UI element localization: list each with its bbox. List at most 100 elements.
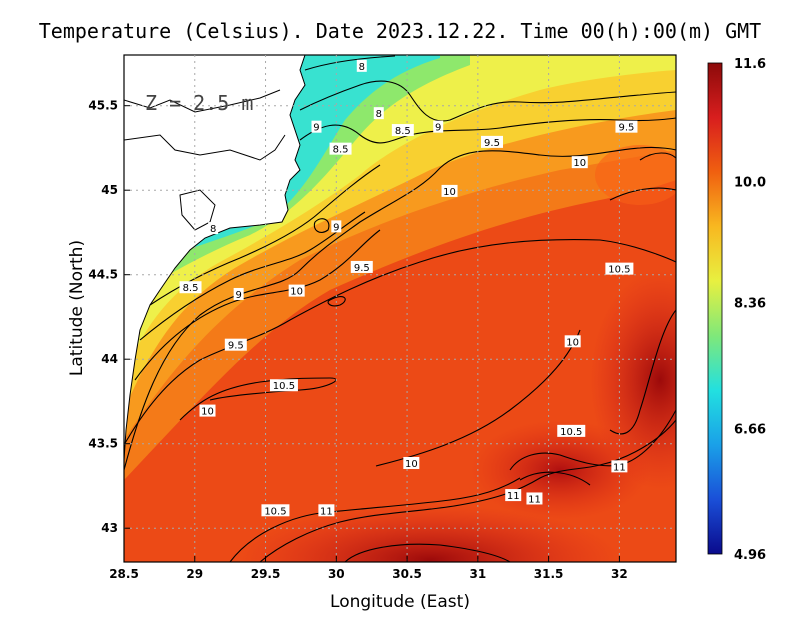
y-axis-ticks: 43 43.5 44 44.5 45 45.5 — [88, 99, 130, 535]
contour-label-text: 11 — [320, 506, 333, 517]
contour-label-text: 11 — [528, 494, 541, 505]
contour-label-bg — [481, 135, 503, 148]
plot-frame — [123, 54, 677, 563]
x-tick-label: 29 — [186, 567, 203, 581]
contour-label: 10.5 — [269, 379, 298, 392]
contour-label-bg — [179, 281, 202, 294]
contour-label-text: 9.5 — [354, 263, 370, 274]
colorbar-ticks: 11.6 10.0 8.36 6.66 4.96 — [734, 57, 766, 563]
contour-label-bg — [261, 504, 290, 517]
contour-label-bg — [605, 262, 634, 275]
x-axis-ticks: 28.5 29 29.5 30 30.5 31 31.5 32 — [109, 556, 628, 581]
contour-label: 8 — [356, 59, 367, 73]
land-mass — [124, 55, 306, 461]
contour-label-bg — [269, 379, 298, 392]
contour-label: 10 — [403, 456, 420, 470]
contour-label-text: 10.5 — [560, 427, 582, 438]
contour-label-bg — [329, 142, 352, 155]
contour-lines — [124, 55, 676, 562]
inland-lake-outline — [179, 189, 216, 231]
contour-label: 10 — [441, 184, 458, 198]
gridlines — [124, 55, 676, 562]
contour-label-text: 9 — [235, 290, 241, 301]
contour-label-text: 8.5 — [333, 145, 349, 156]
contour-label: 9 — [233, 287, 244, 301]
contour-label-bg — [373, 107, 384, 120]
contour-label: 10.5 — [605, 262, 634, 276]
contour-label-bg — [208, 222, 219, 235]
x-tick-label: 32 — [611, 567, 628, 581]
contour-label: 10 — [564, 335, 581, 348]
depth-label: Z = 2.5 m — [145, 91, 253, 115]
contour-label-text: 10 — [573, 158, 586, 169]
colorbar-tick-label: 6.66 — [734, 422, 766, 437]
contour-label-text: 9 — [435, 123, 441, 134]
x-tick-label: 28.5 — [109, 567, 139, 581]
contour-label-bg — [356, 59, 367, 72]
contour-label: 10 — [199, 404, 216, 418]
contour-label-text: 11 — [613, 462, 626, 473]
contour-labels: 8 8 8.5 9 9 8.5 9.5 9.5 10 10 8 9 9.5 10.5 8.5 9 10 9.5 10… — [179, 59, 638, 517]
colorbar-tick-label: 4.96 — [734, 548, 766, 563]
y-tick-label: 45 — [101, 183, 118, 197]
contour-label: 11 — [611, 460, 628, 473]
contour-label: 9 — [433, 120, 444, 134]
contour-label-text: 9.5 — [619, 123, 635, 134]
colorbar-tick-label: 10.0 — [734, 175, 766, 190]
contour-label-text: 11 — [507, 491, 520, 502]
contour-label-bg — [441, 184, 458, 197]
contour-label-text: 9.5 — [228, 341, 244, 352]
contour-label-bg — [571, 156, 588, 169]
contour-label-text: 8 — [376, 109, 382, 120]
contour-label-text: 8 — [210, 224, 216, 235]
contour-label-text: 9 — [313, 123, 319, 134]
contour-label: 9.5 — [481, 135, 503, 149]
contour-label-text: 10 — [405, 459, 418, 470]
contour-label-text: 9 — [333, 222, 339, 233]
contour-label-bg — [311, 120, 322, 133]
contour-label: 8.5 — [329, 142, 352, 156]
colorbar-tick-label: 11.6 — [734, 57, 766, 72]
contour-label-bg — [433, 120, 444, 133]
y-tick-label: 44 — [101, 352, 118, 366]
colorbar-tick-label: 8.36 — [734, 297, 766, 312]
colorbar: 11.6 10.0 8.36 6.66 4.96 — [707, 57, 766, 563]
chart-title: Temperature (Celsius). Date 2023.12.22. … — [39, 19, 761, 43]
x-tick-label: 30 — [328, 567, 345, 581]
contour-label-bg — [224, 338, 247, 351]
contour-label-bg — [288, 284, 305, 297]
plot-area — [124, 55, 676, 562]
contour-label-bg — [350, 260, 373, 273]
x-tick-label: 31 — [469, 567, 486, 581]
contour-label: 9 — [311, 120, 322, 134]
contour-label-bg — [615, 120, 638, 133]
contour-label-bg — [199, 404, 216, 417]
contour-label-bg — [403, 456, 420, 469]
warm-core-south — [240, 505, 620, 562]
contour-label: 9 — [331, 220, 342, 233]
cool-patch-east — [595, 145, 676, 205]
x-tick-label: 31.5 — [534, 567, 564, 581]
contour-label-text: 8.5 — [395, 126, 411, 137]
contour-label: 10 — [571, 156, 588, 169]
contour-label-bg — [331, 220, 342, 233]
y-tick-label: 45.5 — [88, 99, 118, 113]
contour-label: 9.5 — [615, 120, 638, 134]
y-axis-title: Latitude (North) — [67, 240, 87, 376]
contour-label: 11 — [526, 492, 543, 505]
contour-label-bg — [391, 124, 414, 137]
depth-annotation: Z = 2.5 m — [145, 91, 253, 115]
y-tick-label: 43 — [101, 521, 118, 535]
contour-label-bg — [233, 287, 244, 300]
contour-label: 10.5 — [557, 424, 586, 438]
contour-label-text: 10.5 — [608, 265, 630, 276]
contour-label-text: 10 — [290, 287, 303, 298]
contour-label: 10 — [288, 284, 305, 298]
contour-label-text: 8.5 — [183, 283, 199, 294]
contour-label-bg — [611, 460, 628, 473]
contour-label-text: 10 — [201, 407, 214, 418]
contour-label: 9.5 — [224, 338, 247, 352]
contour-label: 8 — [373, 107, 384, 120]
contour-label: 11 — [318, 504, 335, 517]
